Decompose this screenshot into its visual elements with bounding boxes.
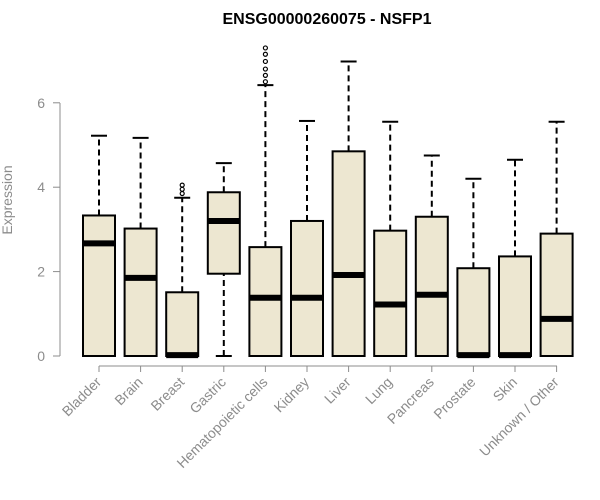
box [498, 255, 532, 357]
x-tick-label: Unknown / Other [476, 374, 562, 460]
x-tick-label: Skin [490, 374, 521, 405]
x-tick-label: Kidney [271, 374, 313, 416]
outlier-point [262, 72, 268, 78]
box [331, 150, 366, 357]
box [82, 214, 116, 357]
x-tick-label: Lung [362, 374, 395, 407]
x-tick-label: Bladder [59, 374, 105, 420]
chart-title: ENSG00000260075 - NSFP1 [222, 11, 431, 28]
y-tick-label: 6 [37, 95, 45, 111]
y-tick-label: 4 [37, 179, 45, 195]
outlier-point [179, 190, 185, 197]
box [206, 191, 241, 275]
x-tick-label: Liver [321, 374, 354, 407]
y-ticks: 0 2 4 6 [37, 95, 60, 364]
outlier-point [262, 66, 268, 72]
box [290, 219, 324, 357]
x-tick-label: Breast [147, 374, 187, 414]
outlier-point [262, 51, 268, 57]
outlier-point [262, 45, 268, 51]
box [373, 229, 408, 357]
outlier-point [179, 182, 185, 188]
outlier-point [262, 79, 268, 85]
box [539, 232, 574, 357]
box [123, 227, 158, 357]
y-axis-label: Expression [0, 165, 15, 234]
box [248, 246, 283, 357]
box [456, 267, 491, 357]
x-tick-label: Prostate [430, 374, 478, 422]
outlier-point [262, 58, 268, 65]
x-tick-label: Brain [111, 374, 145, 408]
box [414, 215, 449, 357]
box [165, 291, 200, 358]
outlier-point [179, 186, 185, 192]
y-tick-label: 0 [37, 348, 45, 364]
y-tick-label: 2 [37, 264, 45, 280]
boxes-layer [82, 45, 574, 359]
